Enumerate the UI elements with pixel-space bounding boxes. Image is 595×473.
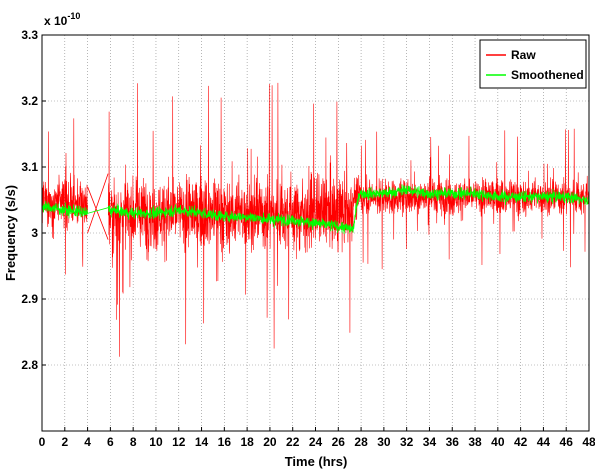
- legend-box: [479, 39, 587, 89]
- x-tick-label: 14: [195, 435, 209, 449]
- y-tick-label: 2.9: [21, 292, 38, 306]
- x-tick-label: 38: [468, 435, 482, 449]
- x-tick-label: 34: [423, 435, 437, 449]
- smoothened-series: [41, 184, 590, 235]
- x-tick-label: 16: [218, 435, 232, 449]
- y-ticks: 2.8 2.9 3 3.1 3.2 3.3: [21, 28, 46, 372]
- exponent-label: x 10-10: [44, 11, 80, 28]
- legend-raw-label: Raw: [511, 48, 536, 62]
- smoothened-series-line: [41, 184, 590, 235]
- x-tick-label: 4: [84, 435, 91, 449]
- x-tick-label: 10: [149, 435, 163, 449]
- x-axis-label: Time (hrs): [285, 454, 348, 469]
- y-axis-label: Frequency (s/s): [3, 185, 18, 281]
- legend: Raw Smoothened: [479, 39, 587, 89]
- x-tick-label: 42: [514, 435, 528, 449]
- x-tick-label: 20: [263, 435, 277, 449]
- y-tick-label: 2.8: [21, 358, 38, 372]
- x-ticks: 0 2 4 6 8 10 12 14 16 18 20 22 24 26 28 30 32 34 36 38 40 42 4…: [39, 427, 595, 449]
- x-tick-label: 6: [107, 435, 114, 449]
- x-tick-label: 44: [537, 435, 551, 449]
- x-tick-label: 0: [39, 435, 46, 449]
- legend-smoothened-label: Smoothened: [511, 68, 584, 82]
- raw-series-line: [41, 118, 88, 275]
- x-tick-label: 12: [172, 435, 186, 449]
- x-tick-label: 18: [240, 435, 254, 449]
- x-tick-label: 48: [582, 435, 595, 449]
- y-tick-label: 3.1: [21, 160, 38, 174]
- exponent-power: -10: [67, 11, 80, 21]
- x-tick-label: 24: [309, 435, 323, 449]
- x-tick-label: 30: [377, 435, 391, 449]
- x-tick-label: 22: [286, 435, 300, 449]
- x-tick-label: 36: [446, 435, 460, 449]
- x-tick-label: 8: [130, 435, 137, 449]
- raw-gap-connector: [87, 186, 109, 240]
- y-tick-label: 3.2: [21, 94, 38, 108]
- x-tick-label: 32: [400, 435, 414, 449]
- x-tick-label: 40: [491, 435, 505, 449]
- exponent-base: x 10: [44, 14, 68, 28]
- x-tick-label: 46: [560, 435, 574, 449]
- y-tick-label: 3.3: [21, 28, 38, 42]
- y-tick-label: 3: [31, 226, 38, 240]
- raw-gap-connector: [87, 173, 109, 234]
- x-tick-label: 26: [332, 435, 346, 449]
- x-tick-label: 28: [354, 435, 368, 449]
- x-tick-label: 2: [61, 435, 68, 449]
